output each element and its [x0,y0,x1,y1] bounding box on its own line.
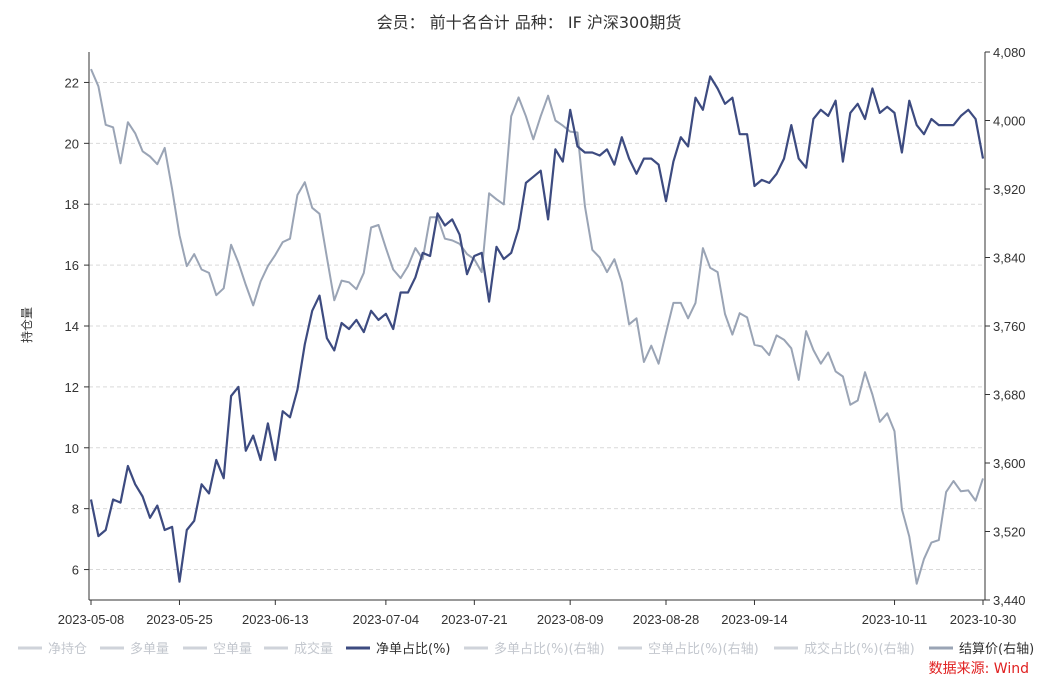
x-tick-label: 2023-05-08 [58,612,125,627]
y2-tick-label: 4,080 [993,45,1026,60]
legend-label: 成交量 [294,641,333,657]
source-note: 数据来源: Wind [929,661,1029,677]
y-tick-label: 10 [65,441,79,456]
legend-item[interactable]: 多单占比(%)(右轴) [464,641,605,657]
y-tick-label: 20 [65,136,79,151]
legend-label: 多单量 [130,641,169,657]
legend-item[interactable]: 净单占比(%) [346,642,451,657]
legend-item[interactable]: 成交量 [264,641,333,657]
y2-tick-label: 3,920 [993,182,1026,197]
legend-item[interactable]: 空单量 [183,642,252,657]
y-tick-label: 6 [72,563,79,578]
legend-label: 空单量 [213,642,252,657]
legend-item[interactable]: 净持仓 [18,642,87,657]
y-tick-label: 18 [65,197,79,212]
grid [89,81,985,571]
series-line [90,68,984,585]
legend-item[interactable]: 成交占比(%)(右轴) [774,641,915,657]
y-axis-label: 持仓量 [19,307,34,343]
x-tick-label: 2023-10-11 [862,612,928,627]
x-tick-label: 2023-10-30 [950,612,1017,627]
y-tick-label: 14 [65,319,79,334]
y2-tick-label: 4,000 [993,114,1026,129]
x-tick-label: 2023-07-21 [441,612,508,627]
y-tick-label: 12 [65,380,79,395]
y2-tick-label: 3,760 [993,319,1026,334]
y2-tick-label: 3,680 [993,388,1026,403]
y2-tick-label: 3,840 [993,251,1026,266]
y-tick-label: 8 [72,502,79,517]
legend-label: 成交占比(%)(右轴) [804,641,915,657]
x-tick-label: 2023-06-13 [242,612,309,627]
legend-label: 结算价(右轴) [959,642,1034,657]
y2-tick-label: 3,440 [993,593,1026,608]
legend-item[interactable]: 多单量 [100,641,169,657]
y2-tick-label: 3,600 [993,456,1026,471]
chart-title: 会员： 前十名合计 品种： IF 沪深300期货 [377,13,682,32]
legend-label: 空单占比(%)(右轴) [648,642,759,657]
series-line [89,75,985,583]
legend-label: 净单占比(%) [376,642,451,657]
x-tick-label: 2023-08-09 [537,612,604,627]
legend-item[interactable]: 结算价(右轴) [929,642,1034,657]
legend-item[interactable]: 空单占比(%)(右轴) [618,642,759,657]
legend: 净持仓 多单量 空单量 成交量 净单占比(%) 多单占比(%)(右轴) 空单占比(%)(右轴… [18,641,1034,657]
axes: 6 8 10 12 14 16 18 20 22 3,440 3,520 3,600 3,680 3,76… [58,45,1026,627]
x-tick-label: 2023-08-28 [633,612,700,627]
series-layer [89,68,985,585]
y2-tick-label: 3,520 [993,525,1026,540]
legend-label: 多单占比(%)(右轴) [494,641,605,657]
y-tick-label: 22 [65,75,79,90]
x-tick-label: 2023-05-25 [146,612,213,627]
x-tick-label: 2023-07-04 [353,612,420,627]
y-tick-label: 16 [65,258,79,273]
x-tick-label: 2023-09-14 [721,612,788,627]
legend-label: 净持仓 [48,642,87,657]
